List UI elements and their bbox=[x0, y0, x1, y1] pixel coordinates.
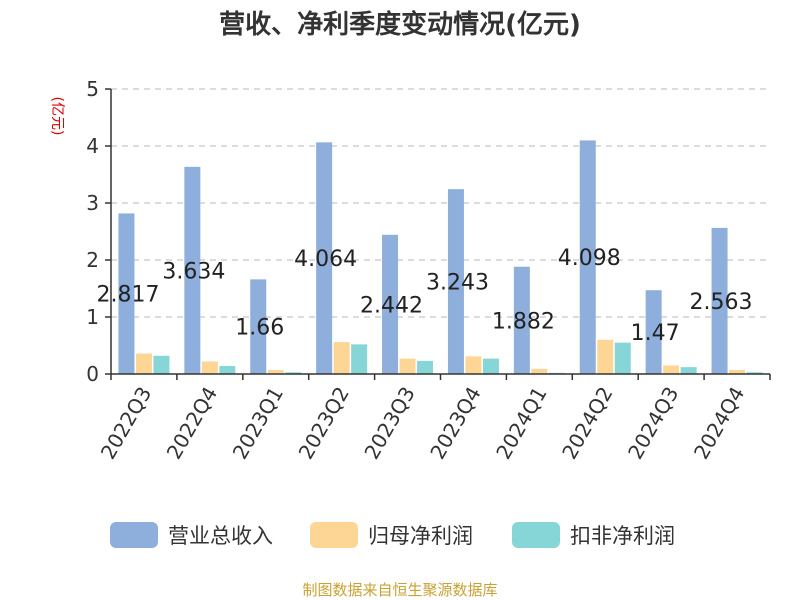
bar bbox=[316, 142, 333, 374]
bar-value-label: 4.098 bbox=[558, 246, 621, 271]
bar bbox=[118, 213, 135, 374]
legend-label: 营业总收入 bbox=[168, 524, 273, 548]
legend-swatch bbox=[310, 522, 358, 548]
bar bbox=[597, 339, 614, 374]
y-tick-label: 5 bbox=[86, 77, 99, 101]
bar-value-label: 1.47 bbox=[631, 321, 680, 346]
bar bbox=[614, 342, 631, 374]
legend-label: 扣非净利润 bbox=[570, 524, 675, 548]
bar-value-label: 2.817 bbox=[96, 283, 159, 308]
bar-value-label: 3.243 bbox=[426, 271, 489, 296]
x-tick-label: 2024Q2 bbox=[557, 383, 617, 464]
x-tick-label: 2022Q3 bbox=[96, 383, 156, 464]
bar bbox=[465, 356, 482, 374]
bars bbox=[118, 140, 763, 374]
bar bbox=[746, 372, 763, 374]
x-tick-label: 2023Q2 bbox=[294, 383, 354, 464]
y-tick-label: 1 bbox=[86, 305, 99, 329]
bar-value-label: 1.882 bbox=[492, 309, 555, 334]
bar bbox=[729, 370, 746, 374]
bar bbox=[267, 370, 284, 374]
legend-swatch bbox=[512, 522, 560, 548]
legend-label: 归母净利润 bbox=[368, 524, 473, 548]
x-tick-label: 2024Q3 bbox=[623, 383, 683, 464]
bar-value-label: 2.442 bbox=[360, 293, 423, 318]
bar bbox=[219, 366, 236, 374]
bar bbox=[382, 234, 399, 374]
bar bbox=[135, 353, 152, 374]
bar bbox=[201, 361, 218, 374]
y-tick-label: 3 bbox=[86, 191, 99, 215]
bar bbox=[645, 290, 662, 374]
legend-swatch bbox=[110, 522, 158, 548]
bar-value-label: 4.064 bbox=[294, 247, 357, 272]
bar bbox=[351, 344, 368, 374]
y-tick-label: 0 bbox=[86, 362, 99, 386]
y-tick-label: 4 bbox=[86, 134, 99, 158]
x-tick-label: 2024Q4 bbox=[689, 383, 749, 464]
bar bbox=[285, 372, 302, 374]
bar bbox=[184, 166, 201, 374]
bar-value-label: 1.66 bbox=[235, 316, 284, 341]
bar bbox=[250, 279, 267, 374]
x-tick-label: 2024Q1 bbox=[491, 383, 551, 464]
bar bbox=[482, 358, 499, 374]
source-note: 制图数据来自恒生聚源数据库 bbox=[302, 581, 497, 599]
y-tick-label: 2 bbox=[86, 248, 99, 272]
bar bbox=[531, 368, 548, 374]
bar bbox=[153, 355, 170, 374]
x-tick-label: 2023Q3 bbox=[359, 383, 419, 464]
bar bbox=[663, 365, 680, 374]
x-tick-label: 2023Q4 bbox=[425, 383, 485, 464]
bar bbox=[680, 367, 697, 374]
bar bbox=[399, 358, 416, 374]
bar bbox=[417, 360, 434, 374]
bar bbox=[513, 266, 530, 374]
bar bbox=[447, 189, 464, 374]
x-tick-label: 2023Q1 bbox=[228, 383, 288, 464]
bar bbox=[711, 227, 728, 374]
bar bbox=[579, 140, 596, 374]
legend: 营业总收入 归母净利润 扣非净利润 bbox=[110, 522, 675, 548]
chart-title: 营收、净利季度变动情况(亿元) bbox=[219, 9, 581, 40]
bar-value-label: 2.563 bbox=[690, 290, 753, 315]
bar-value-label: 3.634 bbox=[162, 259, 225, 284]
bar bbox=[333, 342, 350, 374]
x-tick-label: 2022Q4 bbox=[162, 383, 222, 464]
y-axis-label: (亿元) bbox=[49, 97, 65, 136]
